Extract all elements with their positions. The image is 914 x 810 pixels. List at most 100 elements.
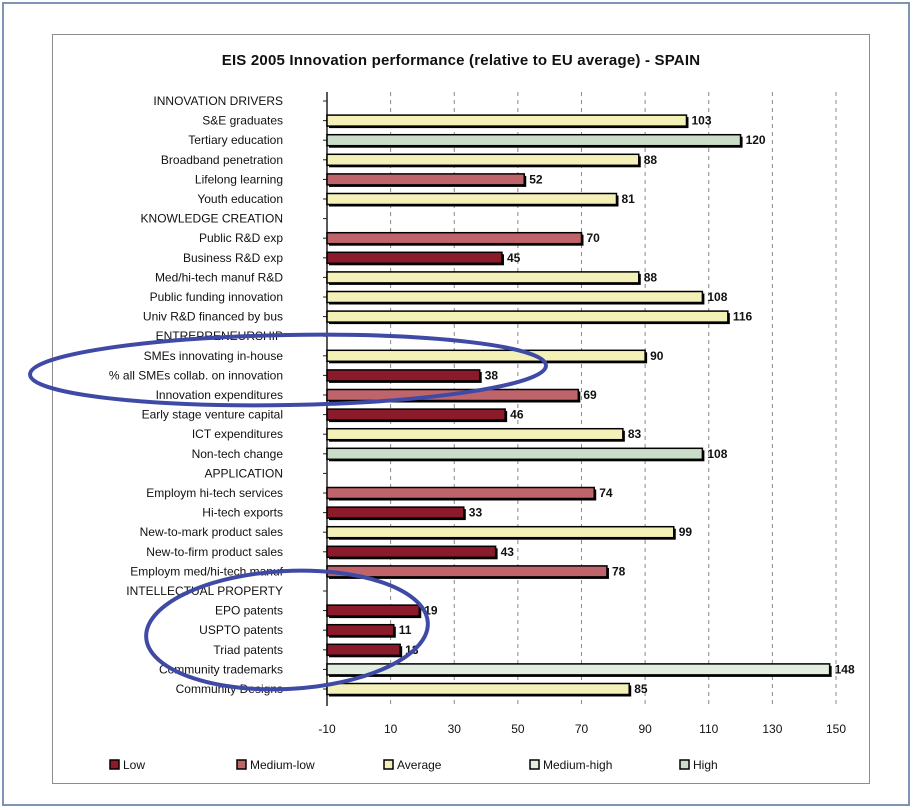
x-tick-label: 30 — [448, 722, 462, 736]
legend-swatch — [236, 759, 247, 770]
bar — [326, 663, 831, 676]
bar — [326, 447, 704, 461]
value-label: 52 — [529, 172, 543, 186]
category-label: Non-tech change — [192, 447, 284, 461]
bar — [326, 290, 704, 304]
category-label: Public R&D exp — [199, 231, 283, 245]
legend-swatch — [109, 759, 120, 770]
value-label: 81 — [621, 192, 635, 206]
bar-layer — [326, 114, 832, 697]
bar — [326, 427, 624, 441]
x-tick-label: 50 — [511, 722, 525, 736]
bar — [326, 545, 497, 559]
label-layer: INNOVATION DRIVERS S&E graduates 103 Tertia… — [109, 94, 855, 696]
bar — [326, 271, 640, 284]
x-tick-label: 130 — [762, 722, 782, 736]
category-label: ICT expenditures — [192, 427, 283, 441]
bar — [326, 192, 618, 206]
value-label: 69 — [583, 388, 597, 402]
category-label: Youth education — [197, 192, 283, 206]
bar — [326, 173, 525, 186]
legend-label: Average — [397, 758, 442, 772]
value-label: 88 — [644, 270, 658, 284]
value-label: 103 — [691, 114, 711, 128]
x-tick-label: -10 — [318, 722, 336, 736]
value-label: 11 — [399, 623, 412, 637]
x-tick-label: 70 — [575, 722, 589, 736]
bar — [326, 506, 465, 519]
category-label: Univ R&D financed by bus — [143, 310, 283, 324]
bar — [326, 153, 640, 167]
value-label: 38 — [485, 368, 499, 382]
category-label: Innovation expenditures — [156, 388, 283, 402]
category-label: Med/hi-tech manuf R&D — [155, 270, 283, 284]
value-label: 148 — [835, 662, 855, 676]
value-label: 46 — [510, 408, 524, 422]
value-label: 108 — [707, 290, 727, 304]
chart-title: EIS 2005 Innovation performance (relativ… — [221, 52, 701, 69]
bar — [326, 623, 395, 637]
x-tick-label: 110 — [699, 722, 718, 736]
category-label: New-to-mark product sales — [140, 525, 283, 539]
bar — [326, 114, 688, 127]
value-label: 74 — [599, 486, 613, 500]
x-tick-label: 150 — [826, 722, 846, 736]
bar — [326, 525, 675, 539]
highlight-ellipse — [144, 568, 430, 692]
category-label: Community Designs — [176, 682, 283, 696]
value-label: 99 — [679, 525, 693, 539]
category-label: Tertiary education — [188, 133, 283, 147]
bar — [326, 486, 595, 500]
value-label: 83 — [628, 427, 642, 441]
value-label: 90 — [650, 349, 664, 363]
group-header-label: INTELLECTUAL PROPERTY — [126, 584, 283, 598]
legend-swatch — [679, 759, 690, 770]
legend-swatch — [529, 759, 540, 770]
value-label: 43 — [501, 545, 515, 559]
legend-swatch — [383, 759, 394, 770]
highlight-ellipse — [28, 332, 548, 408]
value-label: 88 — [644, 153, 658, 167]
category-label: New-to-firm product sales — [146, 545, 283, 559]
group-header-label: APPLICATION — [205, 466, 283, 480]
category-label: EPO patents — [215, 604, 283, 618]
category-label: SMEs innovating in-house — [144, 349, 284, 363]
bar — [326, 604, 421, 617]
legend-layer: Low Medium-low Average Medium-high High — [109, 758, 718, 772]
value-label: 116 — [733, 310, 753, 324]
x-tick-label: 90 — [638, 722, 652, 736]
value-label: 33 — [469, 506, 483, 520]
value-label: 85 — [634, 682, 648, 696]
category-label: Business R&D exp — [183, 251, 283, 265]
legend-label: Medium-high — [543, 758, 612, 772]
bar — [326, 369, 481, 382]
category-label: % all SMEs collab. on innovation — [109, 368, 283, 382]
legend-label: Low — [123, 758, 145, 772]
bar — [326, 408, 506, 421]
value-label: 108 — [707, 447, 727, 461]
value-label: 70 — [587, 231, 601, 245]
value-label: 120 — [746, 133, 766, 147]
annotation-layer — [28, 332, 548, 692]
bar — [326, 133, 742, 147]
category-label: USPTO patents — [199, 623, 283, 637]
group-header-label: INNOVATION DRIVERS — [153, 94, 283, 108]
bar — [326, 682, 630, 696]
category-label: Community trademarks — [159, 662, 283, 676]
category-label: Public funding innovation — [150, 290, 283, 304]
category-label: Lifelong learning — [195, 172, 283, 186]
category-label: Employm hi-tech services — [146, 486, 283, 500]
category-label: Hi-tech exports — [202, 506, 283, 520]
category-label: Early stage venture capital — [142, 408, 283, 422]
bar — [326, 251, 503, 265]
tick-layer: -10 10 30 50 70 90 110 130 150 — [318, 722, 846, 736]
category-label: Broadband penetration — [161, 153, 283, 167]
legend-label: Medium-low — [250, 758, 315, 772]
bar — [326, 565, 608, 578]
x-tick-label: 10 — [384, 722, 398, 736]
bar — [326, 643, 401, 657]
bar — [326, 231, 583, 245]
value-label: 45 — [507, 251, 521, 265]
bar — [326, 310, 729, 323]
